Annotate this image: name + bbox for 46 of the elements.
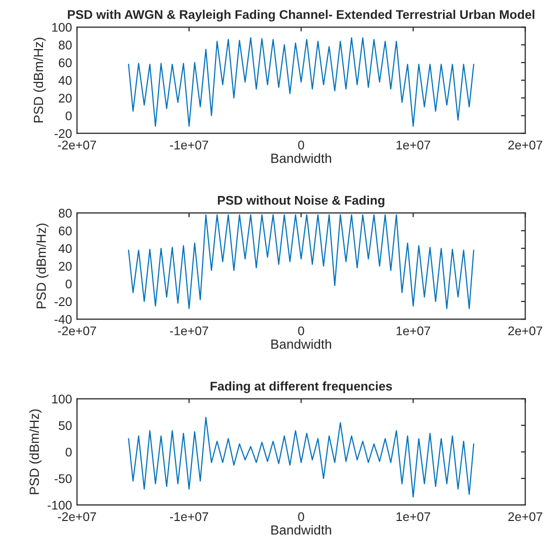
y-tick-label: -20 — [54, 297, 72, 306]
x-tick-label: 0 — [298, 140, 304, 150]
x-tick-label: -1e+07 — [170, 326, 208, 336]
y-tick-label: 20 — [58, 94, 72, 103]
x-axis-title: Bandwidth — [271, 153, 332, 164]
y-tick-label: 80 — [58, 40, 72, 50]
x-tick-label: 2e+07 — [508, 140, 542, 150]
x-tick-label: -2e+07 — [58, 512, 96, 522]
line-series — [128, 37, 474, 127]
y-axis-title: PSD (dBm/Hz) — [36, 224, 49, 308]
y-tick-label: 100 — [52, 394, 72, 404]
x-tick-label: -2e+07 — [58, 140, 96, 150]
x-tick-label: 1e+07 — [396, 512, 430, 522]
y-tick-label: 40 — [58, 244, 72, 254]
x-tick-label: 0 — [298, 326, 304, 336]
x-tick-label: 0 — [298, 512, 304, 522]
y-tick-label: -50 — [54, 474, 72, 484]
y-tick-label: 20 — [58, 262, 72, 271]
chart-title: PSD without Noise & Fading — [218, 196, 384, 208]
y-tick-label: 60 — [58, 58, 72, 68]
y-tick-label: 60 — [58, 226, 72, 236]
x-axis-title: Bandwidth — [271, 524, 332, 535]
y-tick-label: 0 — [66, 448, 72, 457]
y-tick-label: 80 — [58, 208, 72, 218]
y-tick-label: 40 — [58, 76, 72, 85]
y-tick-label: -40 — [54, 314, 72, 324]
y-tick-label: 50 — [58, 421, 72, 430]
line-series — [128, 214, 474, 310]
x-tick-label: 1e+07 — [396, 140, 430, 150]
x-tick-label: 2e+07 — [508, 326, 542, 336]
y-tick-label: 0 — [66, 280, 72, 288]
x-tick-label: -1e+07 — [170, 512, 208, 522]
chart-title: Fading at different frequencies — [210, 381, 392, 394]
y-tick-label: 100 — [52, 22, 72, 32]
y-axis-title: PSD (dBm/Hz) — [33, 38, 46, 122]
x-tick-label: -1e+07 — [170, 140, 208, 150]
y-tick-label: -20 — [54, 129, 72, 138]
y-tick-label: -100 — [48, 500, 72, 510]
x-tick-label: 1e+07 — [396, 326, 430, 336]
x-tick-label: 2e+07 — [508, 512, 542, 522]
chart-title: PSD with AWGN & Rayleigh Fading Channel- Extended Terrestrial Urban Model — [68, 10, 534, 22]
y-tick-label: 0 — [66, 111, 72, 120]
y-axis-title: PSD (dBm/Hz) — [29, 409, 42, 494]
x-tick-label: -2e+07 — [58, 326, 96, 336]
line-series — [128, 416, 474, 498]
x-axis-title: Bandwidth — [271, 339, 332, 349]
